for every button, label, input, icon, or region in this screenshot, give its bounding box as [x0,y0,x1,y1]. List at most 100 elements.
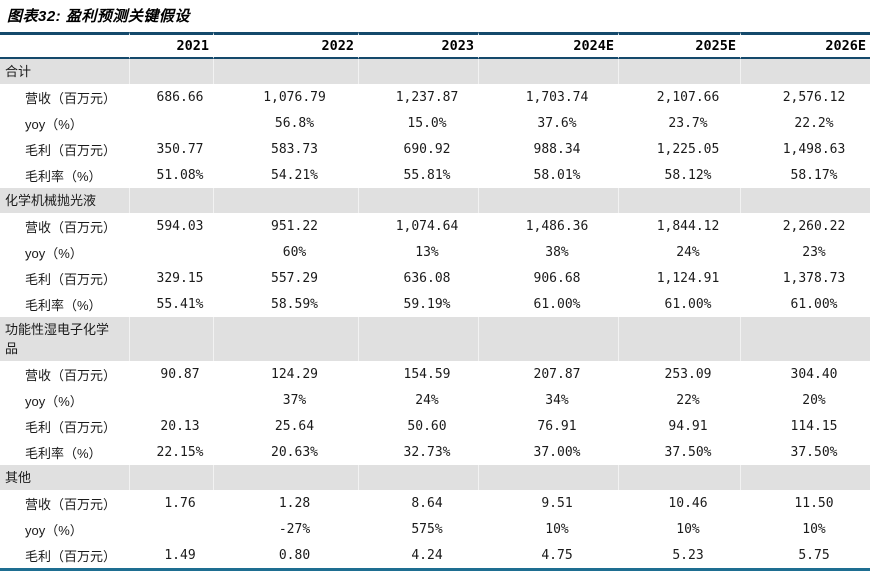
section-empty-cell [213,59,358,84]
data-row: 毛利（百万元） 350.77 583.73 690.92 988.34 1,225.05 1… [0,136,870,162]
row-label: 营收（百万元） [0,361,129,387]
data-cell: 2,260.22 [740,213,870,239]
section-empty-cell [213,317,358,361]
data-cell: 207.87 [478,361,618,387]
row-label: 营收（百万元） [0,84,129,110]
row-label: yoy（%） [0,387,129,413]
forecast-table: 2021 2022 2023 2024E 2025E 2026E 合计营收（百万… [0,32,870,571]
data-cell: 1,124.91 [618,265,740,291]
data-cell: 1,378.73 [740,265,870,291]
data-cell: 76.91 [478,413,618,439]
data-cell [129,387,213,413]
data-cell: 50.60 [358,413,478,439]
data-cell: 1.49 [129,542,213,571]
section-empty-cell [740,188,870,213]
data-cell: 1,076.79 [213,84,358,110]
section-name-cell: 化学机械抛光液 [0,188,129,213]
section-empty-cell [618,188,740,213]
data-cell: 10% [740,516,870,542]
data-cell: 575% [358,516,478,542]
row-label: 毛利率（%） [0,439,129,465]
data-cell: 23% [740,239,870,265]
data-cell: 304.40 [740,361,870,387]
section-name: 其他 [5,470,32,485]
data-row: 营收（百万元） 1.76 1.28 8.64 9.51 10.46 11.50 [0,490,870,516]
data-cell: 90.87 [129,361,213,387]
data-cell: 636.08 [358,265,478,291]
row-label: 毛利（百万元） [0,265,129,291]
data-cell: 583.73 [213,136,358,162]
data-row: yoy（%） -27% 575% 10% 10% 10% [0,516,870,542]
data-row: 毛利率（%） 51.08% 54.21% 55.81% 58.01% 58.12% 58.1… [0,162,870,188]
data-cell [129,516,213,542]
data-cell: 61.00% [618,291,740,317]
data-cell: 20% [740,387,870,413]
data-cell: 11.50 [740,490,870,516]
data-cell: 59.19% [358,291,478,317]
data-cell: 2,576.12 [740,84,870,110]
row-label: 营收（百万元） [0,490,129,516]
data-cell: 58.12% [618,162,740,188]
section-empty-cell [358,188,478,213]
data-row: 营收（百万元） 686.66 1,076.79 1,237.87 1,703.74 2,1… [0,84,870,110]
data-row: yoy（%） 60% 13% 38% 24% 23% [0,239,870,265]
data-cell: 1,486.36 [478,213,618,239]
data-cell: 22% [618,387,740,413]
row-label: 毛利（百万元） [0,136,129,162]
data-cell: 54.21% [213,162,358,188]
data-cell: 15.0% [358,110,478,136]
data-cell: 5.75 [740,542,870,571]
data-row: yoy（%） 56.8% 15.0% 37.6% 23.7% 22.2% [0,110,870,136]
table-header: 2021 2022 2023 2024E 2025E 2026E [0,32,870,59]
data-cell: 24% [618,239,740,265]
section-name: 化学机械抛光液 [5,193,97,208]
data-cell: 1,844.12 [618,213,740,239]
data-cell: 25.64 [213,413,358,439]
data-cell: 20.63% [213,439,358,465]
data-cell: 951.22 [213,213,358,239]
header-year-2024e: 2024E [478,32,618,59]
section-name-cell: 合计 [0,59,129,84]
header-empty-cell [0,32,129,59]
data-cell: 38% [478,239,618,265]
data-row: 毛利（百万元） 329.15 557.29 636.08 906.68 1,124.91 1… [0,265,870,291]
data-cell: 60% [213,239,358,265]
row-label: 毛利率（%） [0,162,129,188]
data-row: 毛利（百万元） 1.49 0.80 4.24 4.75 5.23 5.75 [0,542,870,571]
row-label: yoy（%） [0,239,129,265]
data-cell: 1,498.63 [740,136,870,162]
section-name-cell: 其他 [0,465,129,490]
data-cell: 61.00% [478,291,618,317]
row-label: yoy（%） [0,110,129,136]
data-cell: 58.01% [478,162,618,188]
section-empty-cell [213,465,358,490]
section-name-cell: 功能性湿电子化学品 [0,317,129,361]
header-year-2021: 2021 [129,32,213,59]
data-row: 毛利（百万元） 20.13 25.64 50.60 76.91 94.91 114.15 [0,413,870,439]
data-cell: 690.92 [358,136,478,162]
data-cell: 8.64 [358,490,478,516]
data-cell: 56.8% [213,110,358,136]
row-label: 营收（百万元） [0,213,129,239]
data-cell: 4.24 [358,542,478,571]
section-empty-cell [358,465,478,490]
data-cell: 32.73% [358,439,478,465]
section-empty-cell [478,317,618,361]
data-cell: 124.29 [213,361,358,387]
data-cell: 37% [213,387,358,413]
row-label: yoy（%） [0,516,129,542]
data-cell: 1,237.87 [358,84,478,110]
section-name: 合计 [5,64,32,79]
data-cell: 94.91 [618,413,740,439]
data-cell: 557.29 [213,265,358,291]
data-cell: 329.15 [129,265,213,291]
figure-title: 图表32: 盈利预测关键假设 [7,8,190,25]
data-cell: 55.41% [129,291,213,317]
data-cell: 594.03 [129,213,213,239]
data-cell: 37.00% [478,439,618,465]
data-cell: 0.80 [213,542,358,571]
data-cell: 22.15% [129,439,213,465]
data-cell: 686.66 [129,84,213,110]
section-row: 化学机械抛光液 [0,188,870,213]
data-cell: 906.68 [478,265,618,291]
